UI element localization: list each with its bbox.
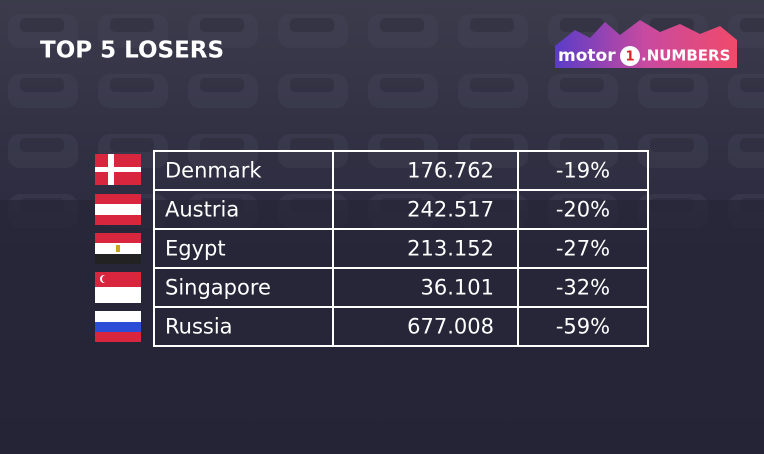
logo-product: .NUMBERS bbox=[641, 47, 730, 65]
sales-value: 176.762 bbox=[407, 159, 494, 183]
change-percent: -32% bbox=[556, 276, 610, 300]
flag-egypt bbox=[95, 233, 141, 264]
logo-mark: 1 bbox=[625, 50, 634, 65]
logo-circle bbox=[620, 46, 640, 66]
country-name: Denmark bbox=[165, 159, 262, 183]
flag-austria bbox=[95, 194, 141, 225]
sales-value: 36.101 bbox=[421, 276, 494, 300]
flag-denmark bbox=[95, 154, 141, 185]
country-name: Singapore bbox=[165, 276, 271, 300]
flag-singapore bbox=[95, 272, 141, 303]
change-percent: -27% bbox=[556, 237, 610, 261]
sales-value: 677.008 bbox=[407, 315, 494, 339]
change-percent: -20% bbox=[556, 198, 610, 222]
title: TOP 5 LOSERS bbox=[40, 38, 224, 64]
flag-russia bbox=[95, 311, 141, 342]
country-name: Egypt bbox=[165, 237, 226, 261]
sales-value: 242.517 bbox=[407, 198, 494, 222]
sales-value: 213.152 bbox=[407, 237, 494, 261]
country-name: Austria bbox=[165, 198, 239, 222]
logo-mountains bbox=[555, 20, 737, 68]
table: Denmark 176.762 -19% Austria 242.517 -20% Egyp… bbox=[153, 150, 649, 347]
logo-brand: motor bbox=[558, 46, 616, 66]
logo: motor 1 .NUMBERS bbox=[555, 20, 737, 68]
country-name: Russia bbox=[165, 315, 233, 339]
change-percent: -59% bbox=[556, 315, 610, 339]
change-percent: -19% bbox=[556, 159, 610, 183]
table-border bbox=[153, 150, 649, 347]
